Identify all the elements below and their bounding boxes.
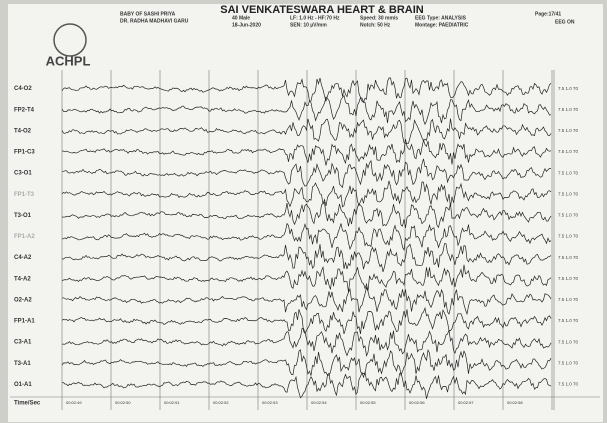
patient: BABY OF SASHI PRIYA — [120, 11, 176, 17]
channel-scale: 7.5 1.0 70 — [558, 360, 579, 365]
time-tick-label: 00:02:58 — [507, 400, 523, 405]
channel-label: T3-A1 — [14, 361, 31, 367]
channel-scale: 7.5 1.0 70 — [558, 86, 579, 91]
filters: LF: 1.0 Hz - HF:70 Hz — [290, 15, 340, 21]
channel-scale: 7.5 1.0 70 — [558, 339, 579, 344]
date: 18-Jun-2020 — [232, 22, 261, 28]
channel-label: FP1-C3 — [14, 150, 35, 156]
page: ACHPL BABY OF SASHI PRIYA DR. RADHA MADH… — [0, 0, 607, 423]
channel-scale: 7.5 1.0 70 — [558, 276, 579, 281]
channel-label: FP1-A1 — [14, 319, 35, 325]
mode: EEG ON — [555, 19, 575, 25]
logo: ACHPL — [46, 53, 91, 68]
channel-label: T3-O1 — [14, 213, 32, 219]
title: SAI VENKATESWARA HEART & BRAIN — [220, 4, 424, 16]
channel-scale: 7.5 1.0 70 — [558, 297, 579, 302]
time-tick-label: 00:02:50 — [115, 400, 131, 405]
montage: Montage: PAEDIATRIC — [415, 22, 469, 28]
time-tick-label: 00:02:54 — [311, 400, 327, 405]
channel-label: C4-A2 — [14, 255, 32, 261]
time-tick-label: 00:02:56 — [409, 400, 425, 405]
channel-scale: 7.5 1.0 70 — [558, 128, 579, 133]
channel-scale: 7.5 1.0 70 — [558, 382, 579, 387]
channel-scale: 7.5 1.0 70 — [558, 149, 579, 154]
time-tick-label: 00:02:53 — [262, 400, 278, 405]
channel-scale: 7.5 1.0 70 — [558, 234, 579, 239]
channel-label: FP2-T4 — [14, 107, 35, 113]
doctor: DR. RADHA MADHAVI GARU — [120, 18, 189, 24]
channel-label: T4-A2 — [14, 276, 31, 282]
time-tick-label: 00:02:55 — [360, 400, 376, 405]
speed: Speed: 30 mm/s — [360, 15, 398, 21]
channel-label: FP1-A2 — [14, 234, 35, 240]
sensitivity: SEN: 10 µV/mm — [290, 22, 327, 28]
channel-scale: 7.5 1.0 70 — [558, 107, 579, 112]
channel-scale: 7.5 1.0 70 — [558, 170, 579, 175]
channel-label: O1-A1 — [14, 382, 32, 388]
eeg-sheet: ACHPL BABY OF SASHI PRIYA DR. RADHA MADH… — [0, 0, 607, 423]
channel-scale: 7.5 1.0 70 — [558, 191, 579, 196]
channel-label: C3-A1 — [14, 340, 32, 346]
age-sex: 40 Male — [232, 15, 250, 21]
time-tick-label: 00:02:49 — [66, 400, 82, 405]
channel-label: C4-O2 — [14, 86, 32, 92]
time-label: Time/Sec — [14, 401, 41, 407]
channel-label: C3-O1 — [14, 171, 32, 177]
page-number: Page:17/41 — [535, 11, 561, 17]
paper — [8, 4, 603, 422]
time-tick-label: 00:02:57 — [458, 400, 474, 405]
channel-label: O2-A2 — [14, 297, 32, 303]
channel-scale: 7.5 1.0 70 — [558, 213, 579, 218]
channel-scale: 7.5 1.0 70 — [558, 318, 579, 323]
eeg-type: EEG Type: ANALYSIS — [415, 15, 467, 21]
channel-label: FP1-T3 — [14, 192, 35, 198]
time-tick-label: 00:02:52 — [213, 400, 229, 405]
channel-scale: 7.5 1.0 70 — [558, 255, 579, 260]
notch: Notch: 50 Hz — [360, 22, 391, 28]
channel-label: T4-O2 — [14, 128, 32, 134]
time-tick-label: 00:02:51 — [164, 400, 180, 405]
